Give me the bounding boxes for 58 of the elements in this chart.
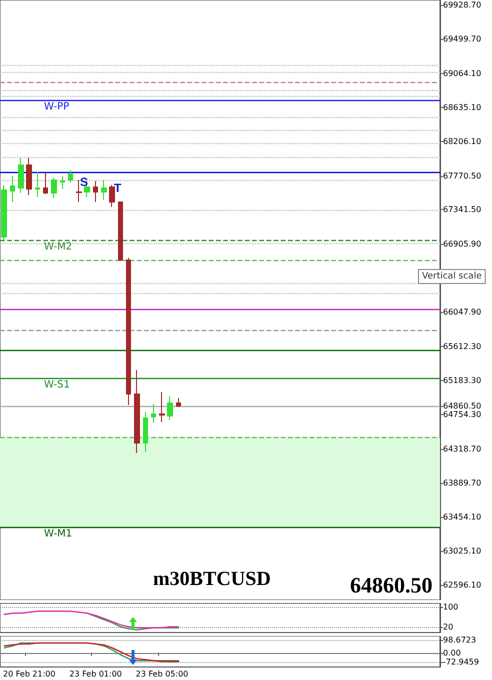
y-tick-label: 69499.70 bbox=[443, 34, 482, 44]
y-tick-label: 67770.50 bbox=[443, 171, 482, 180]
candlestick bbox=[151, 404, 156, 424]
y-tick-label: 0.00 bbox=[443, 648, 461, 658]
y-tick-label: 63025.10 bbox=[443, 546, 482, 556]
candlestick bbox=[159, 392, 165, 422]
candlestick bbox=[93, 180, 98, 202]
candlestick bbox=[68, 170, 73, 184]
candlestick bbox=[134, 370, 140, 454]
y-tick-label: 63889.70 bbox=[443, 478, 482, 488]
candlestick bbox=[76, 179, 82, 202]
candlestick bbox=[26, 157, 32, 196]
candlestick bbox=[118, 201, 123, 262]
candlestick bbox=[10, 176, 15, 202]
ref-line-label: W-PP bbox=[44, 102, 70, 112]
candlestick bbox=[51, 178, 57, 199]
line-series bbox=[4, 610, 180, 628]
y-tick-label: 63454.10 bbox=[443, 512, 482, 522]
y-tick-label: 65612.30 bbox=[443, 342, 482, 351]
ref-line-label: W-M2 bbox=[44, 242, 72, 253]
y-tick-label: 67341.50 bbox=[443, 205, 482, 214]
y-tick-label: 68635.10 bbox=[443, 102, 482, 112]
y-tick-label: 62596.10 bbox=[443, 580, 482, 590]
y-tick-label: 65183.30 bbox=[443, 376, 482, 385]
y-tick-label: 66047.90 bbox=[443, 308, 482, 317]
candlestick bbox=[43, 172, 48, 194]
text: m30BTCUSD bbox=[153, 568, 271, 590]
x-tick-label: 23 Feb 01:00 bbox=[69, 670, 122, 678]
annotation: 64860.50 bbox=[350, 572, 432, 598]
candlestick bbox=[176, 398, 181, 408]
y-tick-label: 64754.30 bbox=[443, 410, 482, 419]
x-tick-label: 20 Feb 21:00 bbox=[3, 670, 56, 678]
annotation: S bbox=[80, 175, 88, 189]
ref-line-label: W-S1 bbox=[44, 380, 70, 391]
candlestick bbox=[109, 184, 115, 208]
y-tick-label: 66905.90 bbox=[443, 240, 482, 249]
y-tick-label: 69928.70 bbox=[443, 0, 482, 10]
candlestick bbox=[18, 157, 24, 194]
candlestick bbox=[143, 412, 148, 452]
y-tick-label: 69064.10 bbox=[443, 68, 482, 78]
annotation: Vertical scale bbox=[422, 272, 482, 282]
line-series bbox=[86, 612, 180, 631]
candlestick bbox=[101, 179, 107, 200]
x-tick-label: 23 Feb 05:00 bbox=[136, 670, 188, 678]
y-tick-label: 20 bbox=[443, 622, 454, 632]
y-tick-label: -72.9459 bbox=[443, 658, 479, 667]
y-tick-label: 68206.10 bbox=[443, 136, 482, 146]
y-tick-label: 98.6723 bbox=[443, 636, 476, 645]
candlestick bbox=[167, 396, 173, 421]
ref-line-label: W-M1 bbox=[44, 528, 72, 540]
y-tick-label: 64318.70 bbox=[443, 444, 482, 454]
y-tick-label: 64860.50 bbox=[443, 401, 482, 410]
y-tick-label: 100 bbox=[443, 602, 458, 612]
candlestick bbox=[60, 176, 65, 190]
candlestick bbox=[126, 257, 131, 406]
candlestick bbox=[35, 171, 40, 198]
candlestick bbox=[1, 184, 7, 241]
annotation: T bbox=[114, 181, 122, 195]
